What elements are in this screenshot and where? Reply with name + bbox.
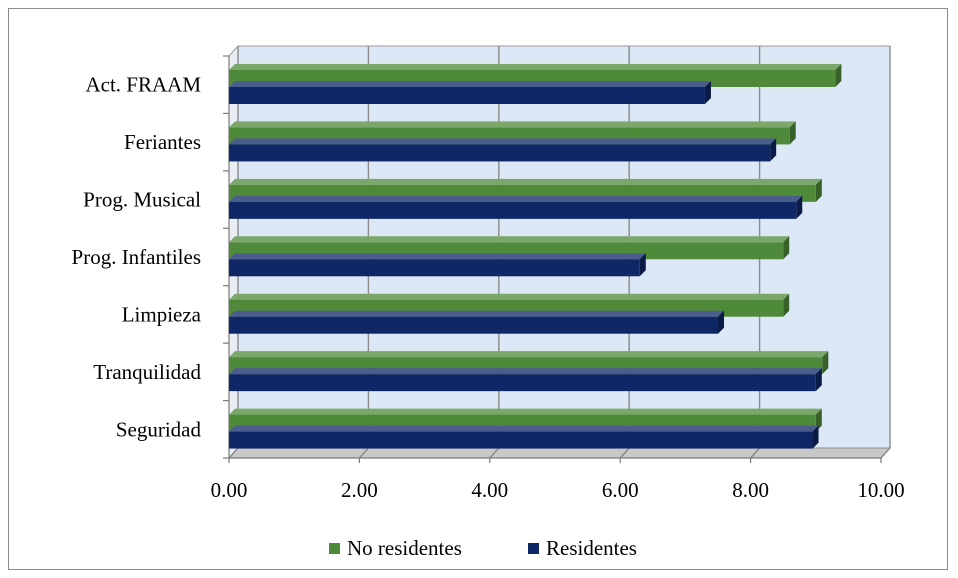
- bar-residentes-prog-musical: [229, 195, 803, 219]
- tick-label: 2.00: [341, 478, 378, 502]
- tick-label: 8.00: [732, 478, 769, 502]
- category-label-act-fraam: Act. FRAAM: [85, 73, 201, 97]
- category-label-prog-infantiles: Prog. Infantiles: [72, 245, 201, 269]
- plot-floor: [227, 447, 892, 459]
- category-label-tranquilidad: Tranquilidad: [93, 360, 201, 384]
- tick-labels: 0.00 2.00 4.00 6.00 8.00 10.00: [211, 478, 905, 502]
- legend-label-no-residentes: No residentes: [347, 536, 462, 560]
- bars: [229, 64, 842, 449]
- category-label-prog-musical: Prog. Musical: [83, 188, 201, 212]
- bar-residentes-feriantes: [229, 138, 777, 162]
- bar-residentes-limpieza: [229, 310, 724, 334]
- category-label-limpieza: Limpieza: [122, 302, 202, 326]
- legend: No residentes Residentes: [329, 536, 637, 560]
- category-label-feriantes: Feriantes: [124, 130, 201, 154]
- category-label-seguridad: Seguridad: [116, 417, 202, 441]
- legend-swatch-no-residentes: [329, 543, 340, 554]
- tick-label: 4.00: [471, 478, 508, 502]
- bar-residentes-act-fraam: [229, 81, 711, 104]
- tick-label: 0.00: [211, 478, 248, 502]
- category-labels: Act. FRAAM Feriantes Prog. Musical Prog. In…: [72, 73, 202, 442]
- bar-residentes-prog-infantiles: [229, 253, 646, 277]
- tick-label: 10.00: [857, 478, 904, 502]
- bar-residentes-tranquilidad: [229, 368, 822, 392]
- gridline: [880, 46, 891, 463]
- legend-label-residentes: Residentes: [546, 536, 637, 560]
- tick-label: 6.00: [602, 478, 639, 502]
- bar-residentes-seguridad: [229, 425, 819, 449]
- legend-swatch-residentes: [528, 543, 539, 554]
